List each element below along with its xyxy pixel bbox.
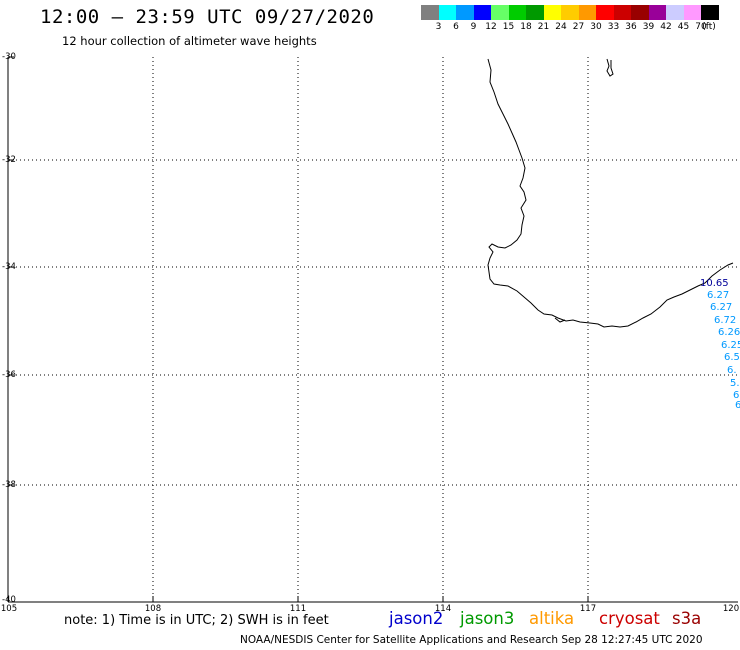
color-scale-legend [421,5,719,20]
longitude-gridlines [152,57,589,602]
map-subtitle: 12 hour collection of altimeter wave hei… [62,34,317,48]
satellite-cryosat: cryosat [599,609,660,628]
lat-label: -38 [2,480,16,490]
legend-swatch [561,5,579,20]
legend-swatch [613,5,631,20]
satellite-jason3: jason3 [460,609,515,628]
satellite-altika: altika [529,609,575,628]
legend-swatch [543,5,561,20]
legend-label: 33 [607,22,620,32]
color-scale-labels: 3 6 9 12 15 18 21 24 27 30 33 36 39 42 45 70 (ft) [421,22,740,34]
legend-label: 27 [572,22,585,32]
lon-label: 117 [579,604,597,614]
lon-label: 108 [144,604,162,614]
swh-observation: 6 [735,400,740,411]
coastline-inlet [554,317,566,323]
lon-label: 114 [434,604,452,614]
legend-swatch [526,5,544,20]
coastline [487,58,734,328]
legend-label: 70 [695,22,707,32]
legend-label: 6 [453,22,459,32]
swh-observation: 6.5 [724,352,740,363]
satellite-jason2: jason2 [389,609,444,628]
legend-label: 24 [555,22,567,32]
swh-observation: 5. [730,378,740,389]
credit-line: NOAA/NESDIS Center for Satellite Applica… [240,634,703,646]
latitude-gridlines [8,159,738,486]
legend-label: 18 [520,22,532,32]
legend-swatch [683,5,701,20]
legend-swatch [508,5,526,20]
swh-observation: 6.27 [710,302,733,313]
lat-label: -40 [2,595,16,605]
legend-swatch [491,5,509,20]
legend-label: 15 [502,22,515,32]
lat-label: -34 [2,262,16,272]
lat-label: -30 [2,52,16,62]
legend-swatch [631,5,649,20]
legend-label: 3 [435,22,442,32]
legend-swatch [456,5,474,20]
legend-label: 42 [660,22,672,32]
lat-label: -32 [2,155,16,165]
legend-label: 12 [485,22,497,32]
swh-observation: 10.65 [700,278,729,289]
legend-label: 21 [537,22,550,32]
map-title: 12:00 – 23:59 UTC 09/27/2020 [40,6,375,28]
swh-observation: 6.26 [718,327,740,338]
lon-label: 120 [722,604,740,614]
lon-label: 105 [0,604,18,614]
coastline-island [606,58,614,77]
swh-observation: 6.27 [707,290,730,301]
satellite-s3a: s3a [672,609,702,628]
legend-label: 30 [590,22,602,32]
legend-label: 9 [470,22,477,32]
legend-label: 45 [677,22,690,32]
legend-swatch [421,5,439,20]
legend-swatch [701,5,719,20]
swh-observation: 6.25 [721,340,740,351]
legend-swatch [666,5,684,20]
legend-label: 36 [625,22,637,32]
axis-ticks [8,56,589,602]
lon-label: 111 [289,604,307,614]
legend-label: 39 [642,22,655,32]
legend-swatch [596,5,614,20]
lat-label: -36 [2,370,16,380]
swh-observation: 6. [727,365,737,376]
swh-observation: 6 [733,390,740,401]
legend-swatch [578,5,596,20]
legend-swatch [438,5,456,20]
swh-observation: 6.72 [714,315,737,326]
units-note: note: 1) Time is in UTC; 2) SWH is in fe… [64,613,329,628]
legend-label: (ft) [702,22,716,32]
legend-swatch [648,5,666,20]
legend-swatch [473,5,491,20]
